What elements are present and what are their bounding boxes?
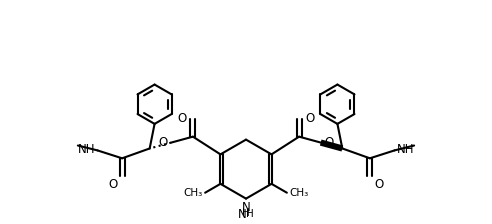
Text: CH₃: CH₃ xyxy=(290,188,309,198)
Text: O: O xyxy=(325,136,334,149)
Text: O: O xyxy=(375,178,384,191)
Text: O: O xyxy=(158,136,167,149)
Text: N: N xyxy=(238,209,246,222)
Text: NH: NH xyxy=(78,143,95,156)
Text: CH₃: CH₃ xyxy=(183,188,202,198)
Text: H: H xyxy=(242,208,250,218)
Text: O: O xyxy=(305,112,314,125)
Text: N: N xyxy=(242,201,250,214)
Text: H: H xyxy=(246,209,254,220)
Text: O: O xyxy=(108,178,117,191)
Text: NH: NH xyxy=(397,143,414,156)
Text: O: O xyxy=(178,112,187,125)
